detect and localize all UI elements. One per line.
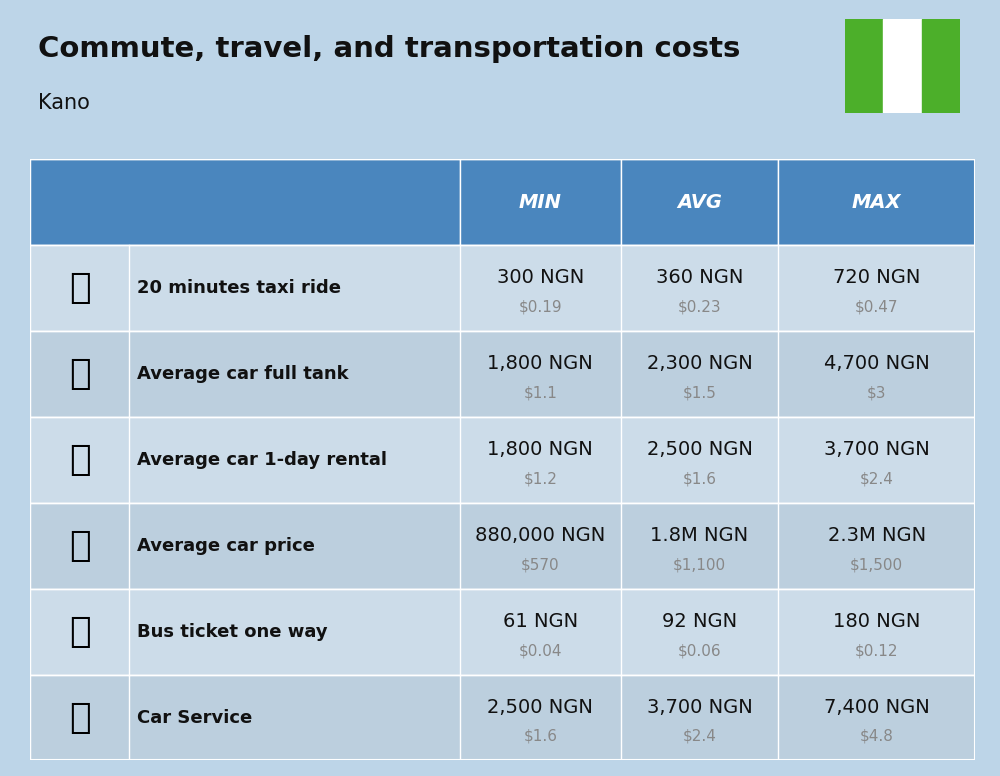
- Text: 🚙: 🚙: [69, 443, 90, 476]
- Text: 🚕: 🚕: [69, 271, 90, 305]
- Text: Car Service: Car Service: [137, 708, 252, 726]
- Text: 🚌: 🚌: [69, 615, 90, 649]
- Text: $1.2: $1.2: [523, 471, 557, 487]
- Text: Commute, travel, and transportation costs: Commute, travel, and transportation cost…: [38, 35, 740, 63]
- Text: 3,700 NGN: 3,700 NGN: [824, 440, 930, 459]
- Text: ⛽: ⛽: [69, 357, 90, 391]
- FancyBboxPatch shape: [30, 159, 460, 245]
- Text: 360 NGN: 360 NGN: [656, 268, 743, 287]
- Text: 🚗: 🚗: [69, 528, 90, 563]
- FancyBboxPatch shape: [30, 245, 975, 331]
- FancyBboxPatch shape: [30, 674, 975, 760]
- FancyBboxPatch shape: [460, 159, 621, 245]
- Text: $570: $570: [521, 557, 560, 572]
- Text: $3: $3: [867, 385, 886, 400]
- Bar: [845, 19, 883, 113]
- FancyBboxPatch shape: [778, 159, 975, 245]
- Text: AVG: AVG: [677, 192, 722, 212]
- Text: $2.4: $2.4: [860, 471, 894, 487]
- Text: $4.8: $4.8: [860, 729, 894, 744]
- Text: 1.8M NGN: 1.8M NGN: [650, 526, 749, 545]
- FancyBboxPatch shape: [621, 159, 778, 245]
- Text: 180 NGN: 180 NGN: [833, 611, 920, 631]
- Bar: [883, 19, 922, 113]
- Text: Average car 1-day rental: Average car 1-day rental: [137, 451, 387, 469]
- Text: $0.47: $0.47: [855, 300, 898, 314]
- Text: 2,500 NGN: 2,500 NGN: [647, 440, 752, 459]
- Text: 2,300 NGN: 2,300 NGN: [647, 354, 752, 373]
- Text: $0.12: $0.12: [855, 643, 898, 658]
- Text: 7,400 NGN: 7,400 NGN: [824, 698, 930, 717]
- Text: 2.3M NGN: 2.3M NGN: [828, 526, 926, 545]
- Text: $1.1: $1.1: [523, 385, 557, 400]
- Text: Kano: Kano: [38, 93, 90, 113]
- Text: 20 minutes taxi ride: 20 minutes taxi ride: [137, 279, 341, 297]
- Text: 300 NGN: 300 NGN: [497, 268, 584, 287]
- Text: $1.5: $1.5: [683, 385, 716, 400]
- FancyBboxPatch shape: [30, 331, 975, 417]
- Text: $1.6: $1.6: [683, 471, 717, 487]
- Text: $2.4: $2.4: [683, 729, 716, 744]
- Text: $1.6: $1.6: [523, 729, 557, 744]
- Text: 720 NGN: 720 NGN: [833, 268, 920, 287]
- FancyBboxPatch shape: [30, 417, 975, 503]
- Text: $0.23: $0.23: [678, 300, 721, 314]
- Text: $0.06: $0.06: [678, 643, 721, 658]
- Text: Average car full tank: Average car full tank: [137, 365, 348, 383]
- Text: $1,500: $1,500: [850, 557, 903, 572]
- Text: MAX: MAX: [852, 192, 901, 212]
- Text: 880,000 NGN: 880,000 NGN: [475, 526, 605, 545]
- Text: 4,700 NGN: 4,700 NGN: [824, 354, 930, 373]
- Text: $1,100: $1,100: [673, 557, 726, 572]
- Text: MIN: MIN: [519, 192, 562, 212]
- Text: Average car price: Average car price: [137, 537, 315, 555]
- FancyBboxPatch shape: [30, 503, 975, 589]
- Text: 92 NGN: 92 NGN: [662, 611, 737, 631]
- FancyBboxPatch shape: [30, 589, 975, 674]
- Text: $0.04: $0.04: [519, 643, 562, 658]
- Text: 3,700 NGN: 3,700 NGN: [647, 698, 752, 717]
- Text: 1,800 NGN: 1,800 NGN: [487, 440, 593, 459]
- Text: 🔧: 🔧: [69, 701, 90, 735]
- Text: 2,500 NGN: 2,500 NGN: [487, 698, 593, 717]
- Text: Bus ticket one way: Bus ticket one way: [137, 622, 327, 641]
- Text: 61 NGN: 61 NGN: [503, 611, 578, 631]
- Text: 1,800 NGN: 1,800 NGN: [487, 354, 593, 373]
- Bar: [922, 19, 960, 113]
- Text: $0.19: $0.19: [518, 300, 562, 314]
